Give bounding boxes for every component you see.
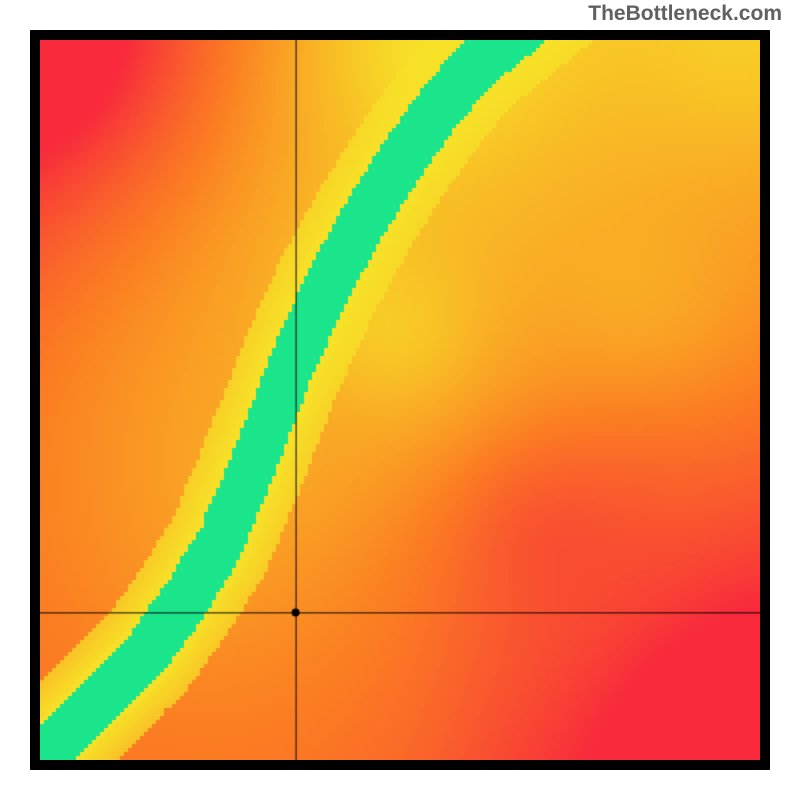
plot-frame <box>30 30 770 770</box>
watermark-text: TheBottleneck.com <box>588 2 782 26</box>
heatmap-canvas <box>40 40 760 760</box>
chart-container: TheBottleneck.com <box>0 0 800 800</box>
